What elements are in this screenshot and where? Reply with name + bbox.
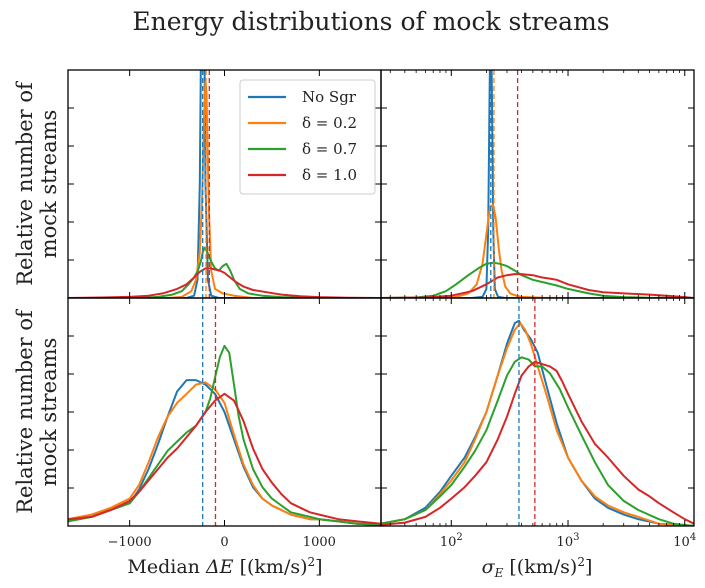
y-label-bottom-line2: mock streams	[37, 338, 61, 487]
panel-frame	[380, 297, 695, 527]
y-label-top: Relative number of mock streams	[13, 80, 61, 286]
panel-plot-area	[381, 70, 694, 298]
curve-d07	[68, 344, 381, 526]
legend: No Sgr δ = 0.2 δ = 0.7 δ = 1.0	[239, 79, 376, 195]
curve-d10	[381, 360, 694, 526]
x-tick-label: 1000	[303, 535, 336, 550]
legend-label-d07: δ = 0.7	[302, 140, 357, 158]
x-tick-label: 103	[557, 532, 580, 550]
curve-d07	[381, 261, 694, 298]
x-tick-label: 102	[440, 532, 463, 550]
curve-d02	[381, 322, 694, 526]
x-tick-label: −1000	[108, 535, 152, 550]
panel-plot-area	[381, 298, 694, 526]
y-label-top-line2: mock streams	[37, 110, 61, 259]
curve-d07	[381, 356, 694, 526]
curve-d02	[381, 203, 694, 298]
curve-d07	[68, 246, 381, 298]
legend-box	[239, 79, 376, 195]
panels: −1000 0 1000 102 103 104 No Sgr δ = 0.2 δ = 0.7 δ…	[67, 69, 696, 550]
panel-plot-area	[68, 70, 381, 298]
figure-title: Energy distributions of mock streams	[132, 7, 609, 36]
curve-nosgr	[68, 70, 381, 298]
panel-top-right	[380, 69, 695, 299]
panel-bottom-right: 102 103 104	[380, 297, 696, 550]
panel-plot-area	[68, 298, 381, 526]
legend-label-d10: δ = 1.0	[302, 166, 357, 184]
panel-frame	[380, 69, 695, 299]
x-tick-label: 104	[673, 532, 696, 550]
curve-d10	[68, 392, 381, 525]
curve-d10	[68, 267, 381, 298]
legend-label-nosgr: No Sgr	[302, 88, 357, 106]
curve-d02	[68, 381, 381, 526]
y-label-top-line1: Relative number of	[13, 80, 37, 286]
x-label-right: σE [(km/s)2]	[482, 555, 593, 580]
y-label-bottom-line1: Relative number of	[13, 308, 37, 514]
x-label-left: Median ΔE [(km/s)2]	[127, 555, 322, 578]
y-label-bottom: Relative number of mock streams	[13, 308, 61, 514]
x-tick-label: 0	[220, 535, 228, 550]
curve-nosgr	[381, 70, 694, 298]
curve-d10	[381, 273, 694, 298]
legend-label-d02: δ = 0.2	[302, 114, 357, 132]
panel-bottom-left: −1000 0 1000	[67, 297, 382, 550]
